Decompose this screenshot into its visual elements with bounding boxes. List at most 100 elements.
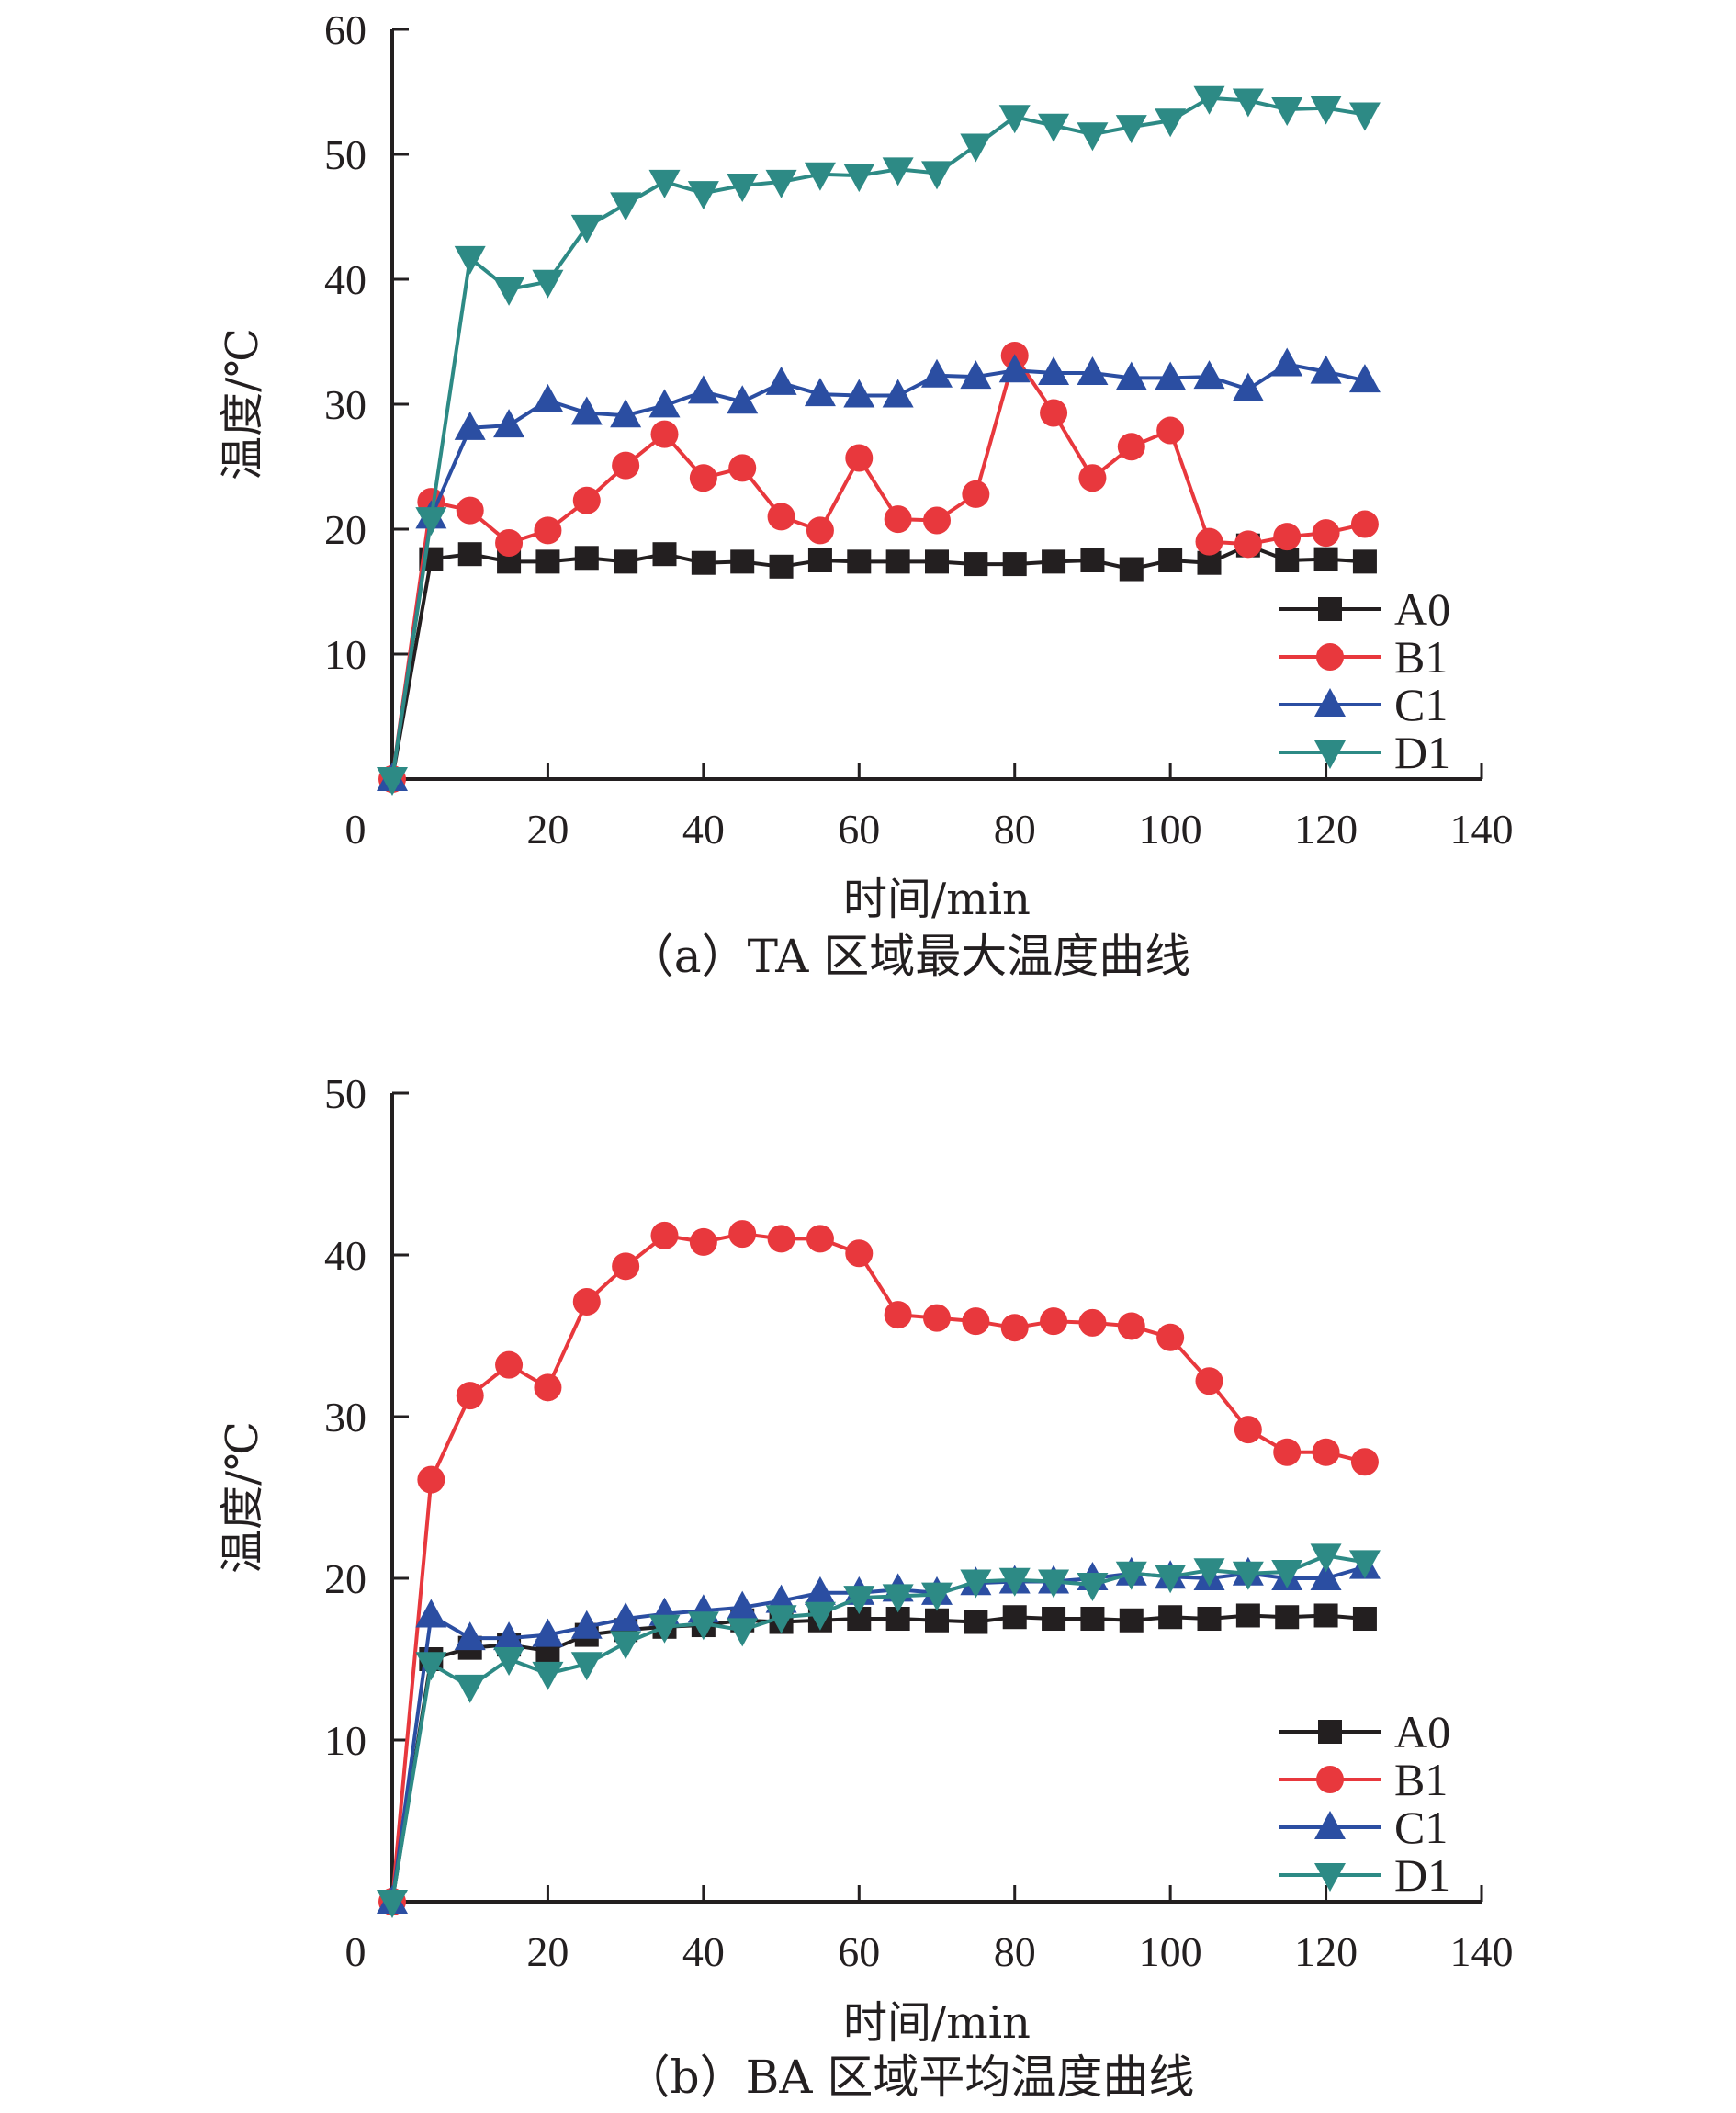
data-point-B1 — [1195, 527, 1223, 556]
y-tick-label: 20 — [324, 1555, 366, 1602]
y-axis-title: 温度/℃ — [217, 328, 268, 480]
data-point-C1 — [1038, 356, 1070, 385]
data-point-C1 — [1310, 355, 1342, 384]
data-point-D1 — [687, 1611, 719, 1641]
legend-item-C1: C1 — [1279, 1802, 1448, 1853]
data-point-B1 — [417, 1465, 445, 1494]
data-point-D1 — [1232, 88, 1264, 118]
x-axis-title: 时间/min — [843, 1997, 1031, 2049]
data-point-D1 — [960, 1569, 992, 1599]
data-point-D1 — [454, 1674, 486, 1703]
data-point-D1 — [1155, 108, 1187, 138]
data-point-B1 — [612, 451, 640, 480]
data-point-A0 — [1119, 557, 1144, 582]
data-point-B1 — [1078, 464, 1107, 492]
data-point-B1 — [1195, 1367, 1223, 1395]
data-point-B1 — [572, 486, 601, 514]
data-point-B1 — [1312, 519, 1340, 548]
data-point-D1 — [377, 767, 408, 796]
series-A0 — [380, 533, 1377, 791]
data-point-A0 — [1080, 548, 1105, 572]
y-tick-label: 40 — [324, 256, 366, 303]
legend-label: A0 — [1394, 583, 1450, 635]
data-point-B1 — [1156, 416, 1185, 445]
data-point-B1 — [806, 516, 834, 545]
data-point-A0 — [1275, 1605, 1300, 1630]
data-point-D1 — [1271, 97, 1303, 127]
legend-label: A0 — [1394, 1706, 1450, 1757]
legend-item-B1: B1 — [1279, 1754, 1448, 1805]
data-point-B1 — [1273, 523, 1302, 551]
data-point-C1 — [1310, 1562, 1342, 1590]
x-tick-label: 60 — [838, 1928, 880, 1975]
data-point-D1 — [610, 1631, 642, 1660]
data-point-B1 — [1312, 1438, 1340, 1466]
legend-item-A0: A0 — [1279, 1706, 1450, 1757]
data-point-D1 — [1193, 1558, 1225, 1588]
series-D1 — [377, 1543, 1381, 1918]
data-point-D1 — [1232, 1561, 1264, 1590]
data-point-A0 — [964, 552, 988, 577]
legend-label: D1 — [1394, 1849, 1450, 1901]
data-point-A0 — [691, 550, 716, 575]
data-point-D1 — [1310, 1543, 1342, 1573]
data-point-A0 — [925, 1608, 949, 1633]
data-point-C1 — [648, 389, 681, 418]
data-point-A0 — [1042, 549, 1066, 574]
data-point-D1 — [1193, 85, 1225, 115]
legend-marker — [1318, 597, 1342, 621]
chart-panel-a: 10 20 30 40 50 60 0 20 40 60 80 100 120 140 时间/min 温度/℃… — [217, 6, 1514, 983]
data-point-B1 — [1156, 1323, 1185, 1351]
data-point-A0 — [1080, 1607, 1105, 1631]
x-tick-label: 100 — [1139, 1928, 1202, 1975]
data-point-A0 — [574, 546, 599, 571]
data-point-C1 — [1155, 361, 1187, 390]
y-tick-label: 50 — [324, 1070, 366, 1117]
chart-panel-b: 10 20 30 40 50 0 20 40 60 80 100 120 140 时间/min 温度/℃ （b… — [217, 1070, 1514, 2104]
y-tick-label: 10 — [324, 1717, 366, 1764]
data-point-B1 — [767, 1225, 795, 1253]
data-point-A0 — [1002, 552, 1027, 577]
data-point-B1 — [1234, 1416, 1262, 1444]
data-point-B1 — [1234, 530, 1262, 559]
series-B1 — [378, 341, 1379, 793]
data-point-C1 — [843, 379, 875, 408]
data-point-D1 — [1038, 1569, 1070, 1599]
data-point-A0 — [457, 542, 482, 567]
data-point-D1 — [765, 169, 797, 198]
data-point-B1 — [1350, 1448, 1379, 1476]
data-point-C1 — [570, 1610, 603, 1639]
data-point-C1 — [532, 383, 564, 412]
data-point-C1 — [1115, 361, 1147, 390]
data-point-A0 — [1313, 547, 1338, 571]
data-point-B1 — [534, 516, 562, 545]
legend-marker — [1314, 1811, 1346, 1839]
data-point-D1 — [1115, 115, 1147, 144]
data-point-B1 — [495, 1350, 524, 1379]
data-point-D1 — [1155, 1565, 1187, 1594]
data-point-A0 — [1119, 1608, 1144, 1633]
data-point-C1 — [804, 1576, 836, 1605]
y-axis-title: 温度/℃ — [217, 1421, 268, 1574]
data-point-B1 — [845, 1239, 874, 1268]
data-point-D1 — [960, 133, 992, 163]
data-point-A0 — [730, 549, 755, 574]
data-point-B1 — [1350, 510, 1379, 538]
x-tick-label: 60 — [838, 806, 880, 853]
data-point-D1 — [1271, 1559, 1303, 1588]
data-point-A0 — [1352, 1607, 1377, 1631]
data-point-C1 — [921, 358, 953, 388]
data-point-C1 — [1271, 347, 1303, 377]
data-point-A0 — [925, 549, 949, 574]
data-point-C1 — [687, 375, 719, 404]
x-tick-label: 20 — [526, 806, 569, 853]
x-tick-label: 140 — [1450, 1928, 1514, 1975]
data-point-A0 — [1158, 548, 1183, 572]
data-point-D1 — [570, 1652, 603, 1681]
data-point-A0 — [1352, 549, 1377, 574]
data-point-D1 — [493, 1647, 525, 1676]
data-point-A0 — [769, 554, 794, 579]
data-point-B1 — [845, 444, 874, 472]
x-tick-label: 20 — [526, 1928, 569, 1975]
